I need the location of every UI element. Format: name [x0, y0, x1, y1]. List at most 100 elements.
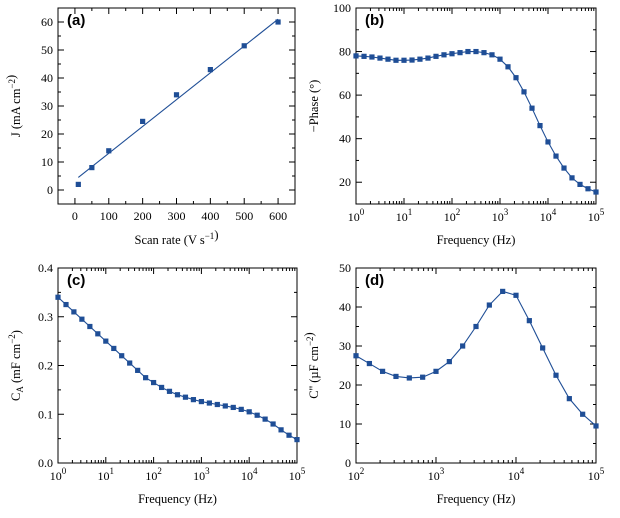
data-point: [111, 345, 117, 352]
data-point: [593, 189, 599, 195]
y-axis-label: −Phase (°): [307, 80, 321, 133]
panel-b: (b) 100 101 102 103 104 105 20 40 60 80 100 Frequenc…: [307, 1, 605, 247]
data-point: [127, 360, 133, 366]
data-point: [353, 53, 359, 59]
data-point: [222, 403, 228, 409]
y-tick-label: 30: [339, 339, 351, 353]
y-tick-label: 10: [339, 417, 351, 431]
panel-a: (a) 0 100 200 300 400 500 600 0 10 20 30 40 50 60 Scan …: [4, 7, 296, 247]
x-tick-label: 102: [145, 466, 162, 483]
data-point: [513, 75, 519, 81]
y-tick-label: 0.3: [38, 310, 53, 324]
y-tick-label: 40: [339, 132, 351, 146]
data-point: [377, 55, 383, 61]
data-point: [173, 92, 180, 98]
data-point: [275, 19, 281, 25]
plot-frame: [57, 267, 298, 464]
x-tick-label: 100: [50, 466, 67, 483]
data-point: [95, 331, 101, 337]
data-point: [207, 67, 213, 73]
data-point: [489, 52, 495, 58]
data-point: [238, 406, 244, 412]
data-point: [521, 89, 527, 95]
data-point: [406, 375, 412, 381]
x-tick-label: 105: [588, 466, 605, 483]
y-tick-label: 80: [339, 45, 351, 59]
data-point: [497, 56, 503, 62]
data-point: [369, 54, 375, 60]
data-point: [566, 396, 572, 402]
x-tick-label: 101: [98, 466, 115, 483]
data-point: [190, 397, 197, 403]
data-point: [379, 368, 386, 374]
y-tick-label: 60: [339, 88, 351, 102]
data-point: [385, 56, 391, 62]
data-point: [580, 411, 586, 417]
data-point: [505, 64, 511, 70]
data-point: [409, 57, 415, 63]
panel-label: (a): [67, 12, 85, 29]
data-point: [166, 388, 173, 394]
data-point: [79, 316, 85, 322]
data-point: [206, 400, 212, 406]
x-axis-label: Frequency (Hz): [437, 492, 516, 506]
x-tick-label: 105: [289, 466, 306, 483]
data-point: [553, 153, 559, 159]
y-tick-label: 100: [333, 1, 351, 15]
data-point: [417, 56, 423, 62]
data-point: [262, 416, 268, 422]
data-point: [353, 353, 359, 359]
data-point: [87, 323, 93, 330]
data-point: [393, 57, 399, 63]
x-tick-label: 103: [193, 466, 210, 483]
data-point: [569, 175, 575, 181]
x-tick-label: 0: [72, 209, 78, 223]
data-point: [433, 368, 439, 374]
data-point: [460, 343, 466, 349]
y-tick-label: 0: [345, 456, 351, 470]
data-point: [433, 53, 439, 59]
x-tick-label: 100: [100, 209, 118, 223]
y-tick-label: 0.0: [38, 456, 53, 470]
data-point: [270, 421, 276, 427]
data-point: [561, 165, 567, 171]
data-point: [465, 48, 471, 55]
y-axis-label: J (mA cm−2): [4, 75, 23, 137]
y-tick-label: 20: [339, 378, 351, 392]
data-point: [481, 50, 487, 56]
x-tick-label: 105: [588, 207, 605, 224]
x-tick-label: 101: [396, 207, 413, 224]
x-tick-label: 400: [201, 209, 219, 223]
data-point: [119, 353, 125, 359]
data-point: [241, 43, 247, 49]
data-point: [500, 288, 506, 294]
x-axis-label: Scan rate (V s−1): [135, 228, 219, 247]
data-point: [473, 323, 479, 330]
data-point: [103, 338, 109, 344]
data-point: [513, 292, 519, 298]
data-point: [441, 52, 447, 58]
data-point: [278, 427, 284, 433]
x-tick-label: 300: [168, 209, 186, 223]
x-axis-label: Frequency (Hz): [138, 492, 217, 506]
panel-d: (d) 102 103 104 105 0 10 20 30 40 50 Frequency (Hz)…: [302, 261, 605, 506]
data-point: [457, 50, 463, 56]
data-point: [401, 57, 407, 63]
data-point: [529, 105, 535, 111]
data-point: [71, 309, 77, 315]
x-tick-label: 500: [235, 209, 253, 223]
data-point: [246, 409, 252, 415]
x-tick-label: 104: [241, 466, 258, 483]
y-tick-label: 40: [339, 300, 351, 314]
data-point: [446, 359, 452, 365]
y-tick-label: 50: [339, 261, 351, 275]
data-point: [143, 375, 149, 381]
data-point: [198, 398, 204, 405]
x-tick-label: 102: [444, 207, 461, 224]
fit-line: [77, 18, 279, 178]
x-tick-label: 102: [348, 466, 365, 483]
panel-c: (c) 100 101 102 103 104 105 0.0 0.1 0.2 0.3 0.4 Freq…: [7, 261, 306, 506]
y-axis-label: CA (mF cm−2): [7, 330, 25, 401]
series-line: [355, 51, 597, 193]
data-point: [106, 148, 112, 154]
